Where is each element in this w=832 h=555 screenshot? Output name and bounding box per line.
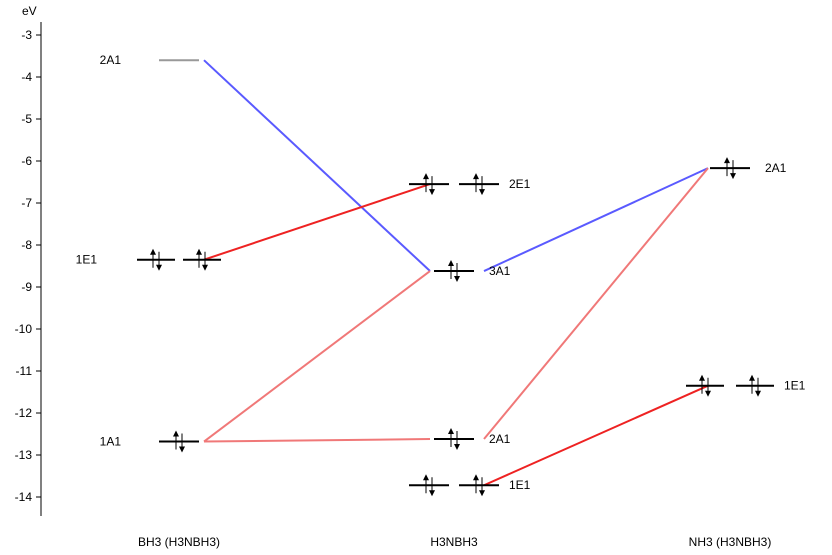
energy-levels: 2A1 1E1 1A1 2E1 3A1 2A1 1E1 2A1 1E1 [76,53,806,497]
level-label: 2A1 [100,53,122,67]
level-label: 2E1 [509,177,531,191]
column-label-bh3: BH3 (H3NBH3) [138,535,220,549]
axis-tick-label: -6 [21,154,32,168]
axis-tick-label: -9 [21,280,32,294]
energy-axis: eV -3 -4 -5 -6 -7 -8 -9 -10 -11 -12 -13 -14 [15,4,42,516]
spin-down-arrowhead [179,446,185,453]
spin-up-arrowhead [749,374,755,381]
axis-tick-label: -5 [21,112,32,126]
axis-tick-label: -14 [15,490,33,504]
spin-down-arrowhead [479,490,485,497]
axis-tick-label: -12 [15,406,33,420]
level-label: 2A1 [489,432,511,446]
correlation-line [483,167,709,440]
column-labels: BH3 (H3NBH3) H3NBH3 NH3 (H3NBH3) [138,535,771,549]
axis-tick-label: -4 [21,70,32,84]
spin-up-arrowhead [423,474,429,481]
correlation-line [203,438,431,443]
spin-down-arrowhead [429,189,435,196]
energy-level-h3nbh3-3a1: 3A1 [434,260,511,283]
axis-tick-label: -8 [21,238,32,252]
spin-up-arrowhead [473,173,479,180]
axis-tick-label: -11 [16,364,33,378]
spin-down-arrowhead [156,264,162,271]
level-label: 1E1 [509,478,531,492]
spin-down-arrowhead [755,390,761,397]
correlation-line [203,59,431,272]
spin-down-arrowhead [730,173,736,180]
column-label-nh3: NH3 (H3NBH3) [689,535,772,549]
energy-level-nh3-2a1: 2A1 [710,157,787,180]
energy-level-h3nbh3-1e1: 1E1 [409,474,531,497]
column-label-h3nbh3: H3NBH3 [430,535,478,549]
spin-up-arrowhead [173,430,179,437]
axis-tick-label: -13 [15,448,33,462]
axis-tick-label: -7 [21,196,32,210]
energy-level-h3nbh3-2a1: 2A1 [434,428,511,451]
energy-level-nh3-1e1: 1E1 [686,374,806,397]
spin-down-arrowhead [454,276,460,283]
axis-tick-label: -10 [15,322,33,336]
spin-up-arrowhead [699,374,705,381]
energy-level-h3nbh3-2e1: 2E1 [409,173,531,196]
spin-up-arrowhead [448,428,454,435]
correlation-line [483,384,709,487]
spin-up-arrowhead [423,173,429,180]
level-label: 3A1 [489,264,511,278]
spin-down-arrowhead [479,189,485,196]
level-label: 2A1 [765,161,787,175]
spin-down-arrowhead [202,264,208,271]
spin-up-arrowhead [150,248,156,255]
energy-level-bh3-1a1: 1A1 [100,430,199,453]
axis-unit-label: eV [22,4,37,18]
energy-level-bh3-1e1: 1E1 [76,248,221,271]
spin-down-arrowhead [454,444,460,451]
spin-down-arrowhead [705,390,711,397]
correlation-line [203,270,431,443]
spin-up-arrowhead [196,248,202,255]
level-label: 1E1 [784,379,806,393]
spin-up-arrowhead [473,474,479,481]
correlation-line [203,183,431,261]
correlation-lines [203,59,709,487]
axis-tick-label: -3 [21,28,32,42]
correlation-line [483,167,709,272]
spin-up-arrowhead [448,260,454,267]
spin-down-arrowhead [429,490,435,497]
energy-level-bh3-2a1: 2A1 [100,53,199,67]
level-label: 1E1 [76,253,98,267]
spin-up-arrowhead [724,157,730,164]
level-label: 1A1 [100,435,122,449]
